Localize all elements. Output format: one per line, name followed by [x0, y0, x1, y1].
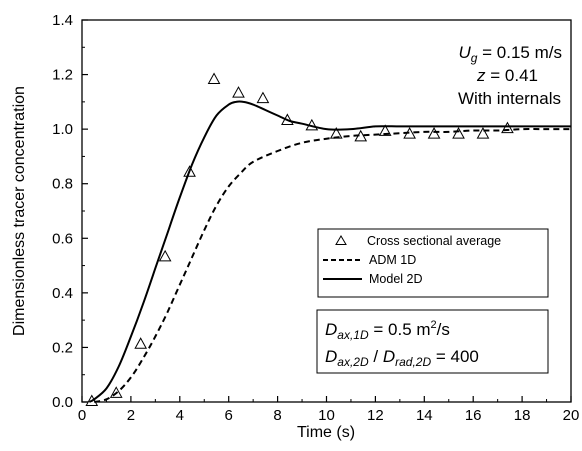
data-point-triangle [256, 91, 270, 104]
y-tick-label: 1.0 [52, 121, 73, 138]
legend: Cross sectional average ADM 1D Model 2D [317, 228, 549, 298]
data-point-triangle [427, 127, 441, 139]
data-point-triangle [452, 127, 465, 139]
y-tick-label: 0.0 [52, 394, 73, 411]
x-tick-label: 16 [465, 407, 482, 424]
dispersion-frame [316, 309, 549, 374]
x-axis-ticks: 0 2 4 6 8 10 12 14 16 18 20 [78, 396, 580, 424]
y-tick-label: 0.6 [52, 230, 73, 247]
x-axis-title: Time (s) [297, 424, 355, 441]
dispersion-annotation: Dax,1D = 0.5 m2/s Dax,2D / Drad,2D = 400 [316, 309, 549, 374]
y-tick-label: 1.4 [52, 12, 73, 29]
x-tick-label: 6 [225, 407, 233, 424]
x-tick-label: 0 [78, 407, 86, 424]
legend-frame [317, 228, 549, 298]
data-point-triangle [134, 337, 148, 349]
data-point-triangle [207, 72, 221, 85]
data-point-triangle [158, 249, 172, 262]
internals-label: With internals [458, 89, 561, 108]
data-point-triangle [232, 86, 245, 98]
y-tick-label: 1.2 [52, 67, 73, 84]
y-tick-label: 0.4 [52, 285, 73, 302]
x-tick-label: 10 [318, 407, 335, 424]
x-tick-label: 2 [127, 407, 135, 424]
x-tick-label: 14 [416, 407, 433, 424]
legend-label-cross-sectional-average: Cross sectional average [367, 234, 501, 248]
y-tick-label: 0.8 [52, 176, 73, 193]
x-tick-label: 20 [563, 407, 580, 424]
height-label: z = 0.41 [476, 66, 538, 85]
gas-velocity-label: Ug = 0.15 m/s [458, 43, 562, 65]
legend-label-adm-1d: ADM 1D [369, 253, 416, 267]
operating-conditions-annotation: Ug = 0.15 m/s z = 0.41 With internals [458, 43, 562, 108]
data-point-triangle [476, 127, 490, 139]
x-tick-label: 18 [514, 407, 531, 424]
series-line-model-2d [88, 100, 571, 403]
legend-marker-cross-sectional-average [335, 235, 347, 245]
legend-label-model-2d: Model 2D [369, 272, 423, 286]
axial-dispersion-label: Dax,1D = 0.5 m2/s [325, 319, 450, 342]
y-axis-ticks: 0.0 0.2 0.4 0.6 0.8 1.0 1.2 1.4 [52, 12, 88, 411]
x-tick-label: 4 [176, 407, 184, 424]
x-tick-label: 12 [367, 407, 384, 424]
x-tick-label: 8 [273, 407, 281, 424]
y-tick-label: 0.2 [52, 339, 73, 356]
dispersion-ratio-label: Dax,2D / Drad,2D = 400 [325, 347, 479, 369]
series-layer [85, 72, 571, 406]
data-point-triangle [378, 124, 392, 136]
y-axis-title: Dimensionless tracer concentration [11, 86, 28, 336]
series-line-adm-1d [93, 128, 571, 403]
